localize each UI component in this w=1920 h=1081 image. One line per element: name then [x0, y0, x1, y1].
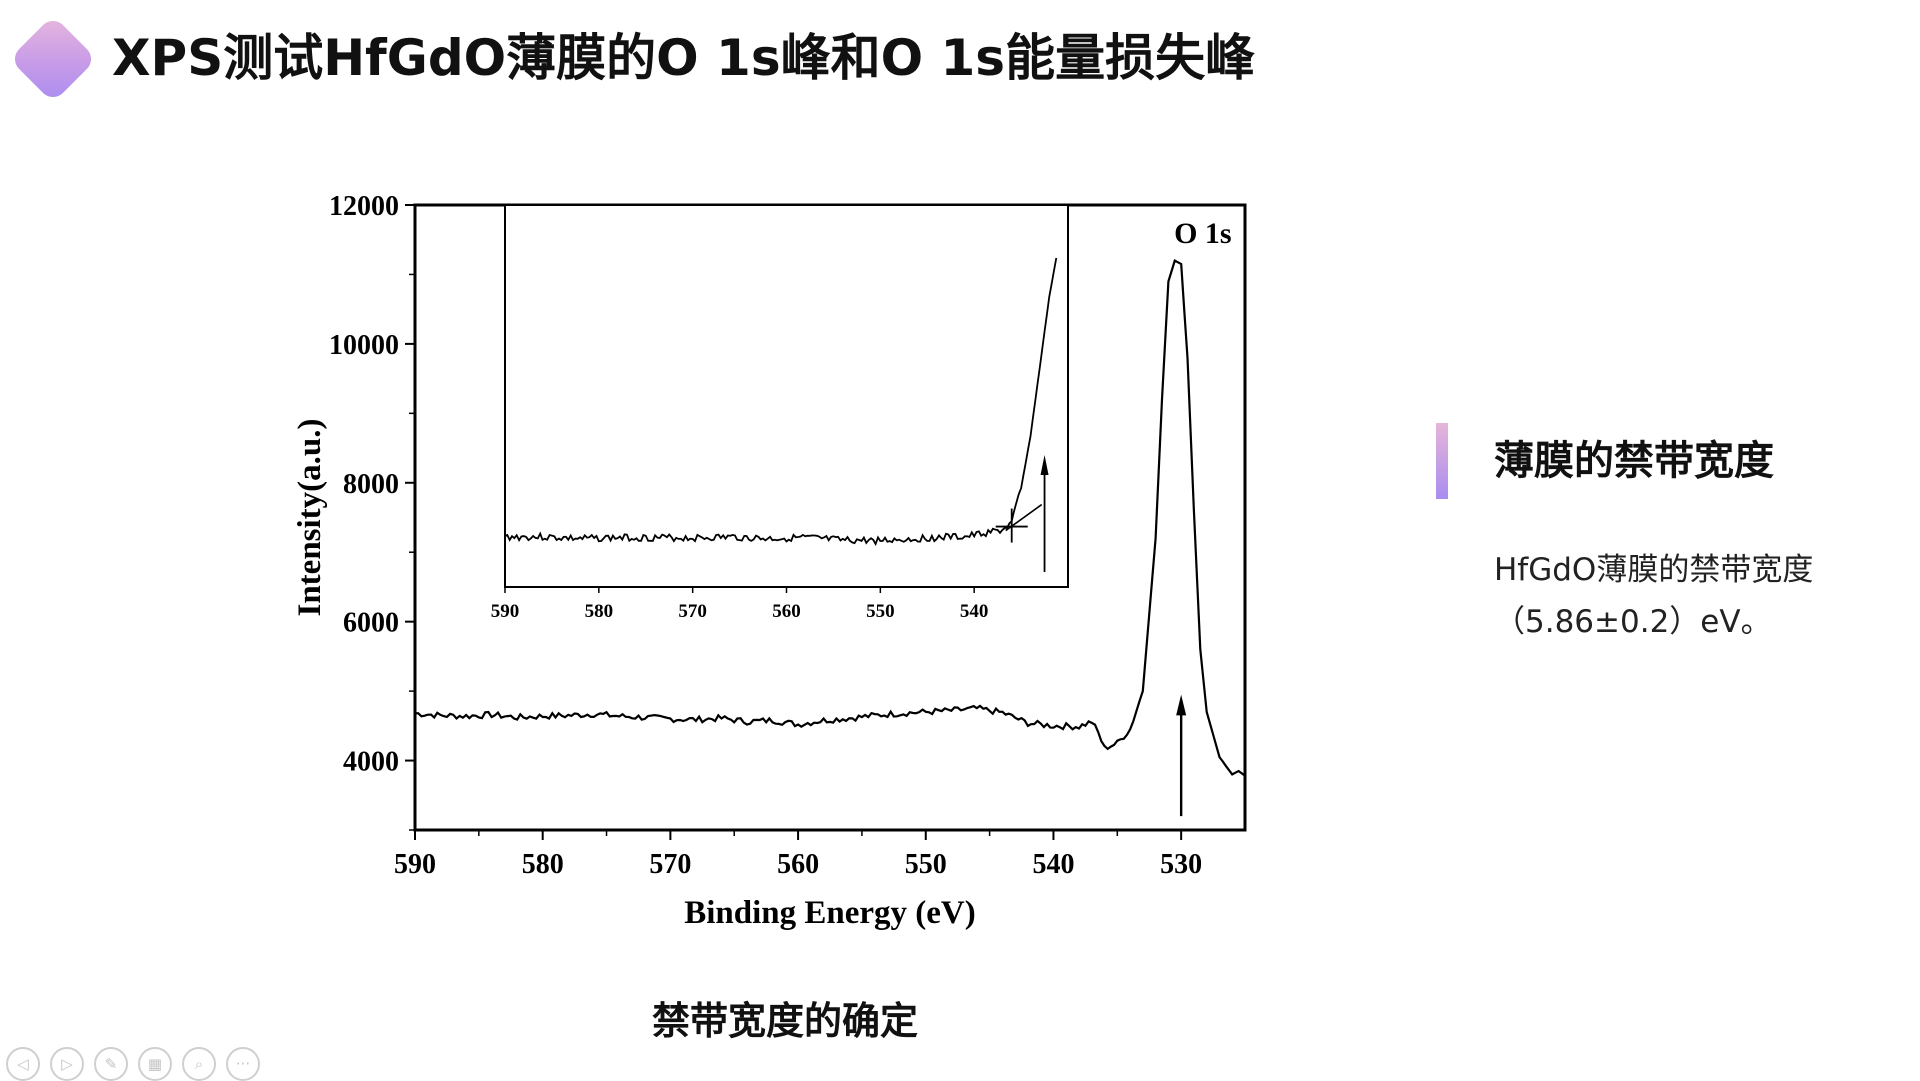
inset-x-tick-label: 540: [960, 601, 989, 622]
inset-x-tick-label: 570: [678, 601, 707, 622]
slide-nav-bar: ◁ ▷ ✎ ▦ ⌕ ···: [6, 1047, 260, 1081]
x-tick-label: 590: [394, 849, 436, 880]
x-tick-label: 570: [649, 849, 691, 880]
inset-plot: 590 580 570 560 550 540: [491, 204, 1069, 622]
y-tick-label: 8000: [343, 469, 399, 500]
pen-icon[interactable]: ✎: [94, 1047, 128, 1081]
slides-icon[interactable]: ▦: [138, 1047, 172, 1081]
inset-tangent-line: [1005, 503, 1043, 532]
x-tick-label: 580: [522, 849, 564, 880]
inset-x-tick-label: 560: [772, 601, 801, 622]
inset-arrow-head: [1040, 455, 1049, 475]
more-icon[interactable]: ···: [226, 1047, 260, 1081]
side-text-line-1: HfGdO薄膜的禁带宽度: [1494, 552, 1814, 588]
x-tick-label: 540: [1032, 849, 1074, 880]
y-tick-label: 12000: [329, 191, 399, 222]
y-tick-label: 4000: [343, 747, 399, 778]
inset-x-tick-label: 550: [866, 601, 895, 622]
y-tick-label: 6000: [343, 608, 399, 639]
side-text-line-2: （5.86±0.2）eV。: [1494, 604, 1772, 640]
peak-arrow-head: [1176, 694, 1187, 716]
page-title: XPS测试HfGdO薄膜的O 1s峰和O 1s能量损失峰: [112, 29, 1256, 87]
next-icon[interactable]: ▷: [50, 1047, 84, 1081]
accent-bar: [1436, 423, 1448, 499]
inset-x-tick-label: 580: [585, 601, 614, 622]
x-axis-label: Binding Energy (eV): [684, 895, 976, 931]
inset-frame: [504, 204, 1069, 588]
side-text: HfGdO薄膜的禁带宽度 （5.86±0.2）eV。: [1494, 544, 1813, 648]
zoom-icon[interactable]: ⌕: [182, 1047, 216, 1081]
figure-caption: 禁带宽度的确定: [651, 999, 918, 1043]
o1s-series-line: [414, 259, 1246, 777]
y-tick-label: 10000: [329, 330, 399, 361]
main-plot: 590 580 570 560 550 540 530 4000 6000 8000 10000 12…: [292, 191, 1247, 931]
inset-series-line: [504, 257, 1058, 547]
side-heading: 薄膜的禁带宽度: [1494, 438, 1774, 484]
inset-x-tick-label: 590: [491, 601, 520, 622]
y-axis-label: Intensity(a.u.): [292, 418, 328, 616]
x-tick-label: 530: [1160, 849, 1202, 880]
xps-chart: 590 580 570 560 550 540 530 4000 6000 8000 10000 12…: [292, 191, 1247, 931]
peak-label: O 1s: [1174, 217, 1232, 250]
title-logo-diamond: [9, 15, 97, 103]
x-tick-label: 560: [777, 849, 819, 880]
prev-icon[interactable]: ◁: [6, 1047, 40, 1081]
x-tick-label: 550: [905, 849, 947, 880]
